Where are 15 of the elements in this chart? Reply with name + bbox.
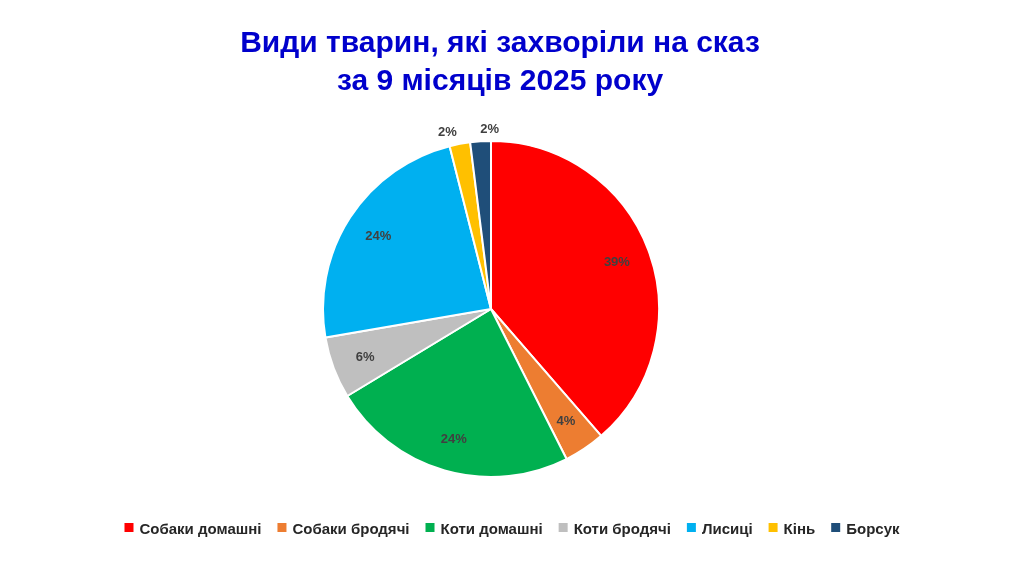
legend-label: Лисиці (701, 519, 753, 537)
data-label: 24% (365, 228, 392, 244)
data-label: 2% (480, 120, 500, 136)
legend-label: Борсук (846, 519, 900, 537)
legend-label: Коти бродячі (573, 519, 671, 537)
chart-title: Види тварин, які захворіли на сказ за 9 місяців 2025 року (240, 25, 760, 96)
legend-label: Кінь (783, 519, 816, 537)
data-label: 39% (603, 254, 631, 270)
data-label: 24% (440, 430, 468, 446)
legend-label: Коти домашні (440, 519, 543, 537)
data-label: 6% (355, 348, 375, 364)
data-label: 4% (556, 413, 576, 429)
legend-label: Собаки бродячі (292, 519, 410, 537)
legend-label: Собаки домашні (139, 519, 262, 537)
data-label: 2% (438, 123, 458, 139)
